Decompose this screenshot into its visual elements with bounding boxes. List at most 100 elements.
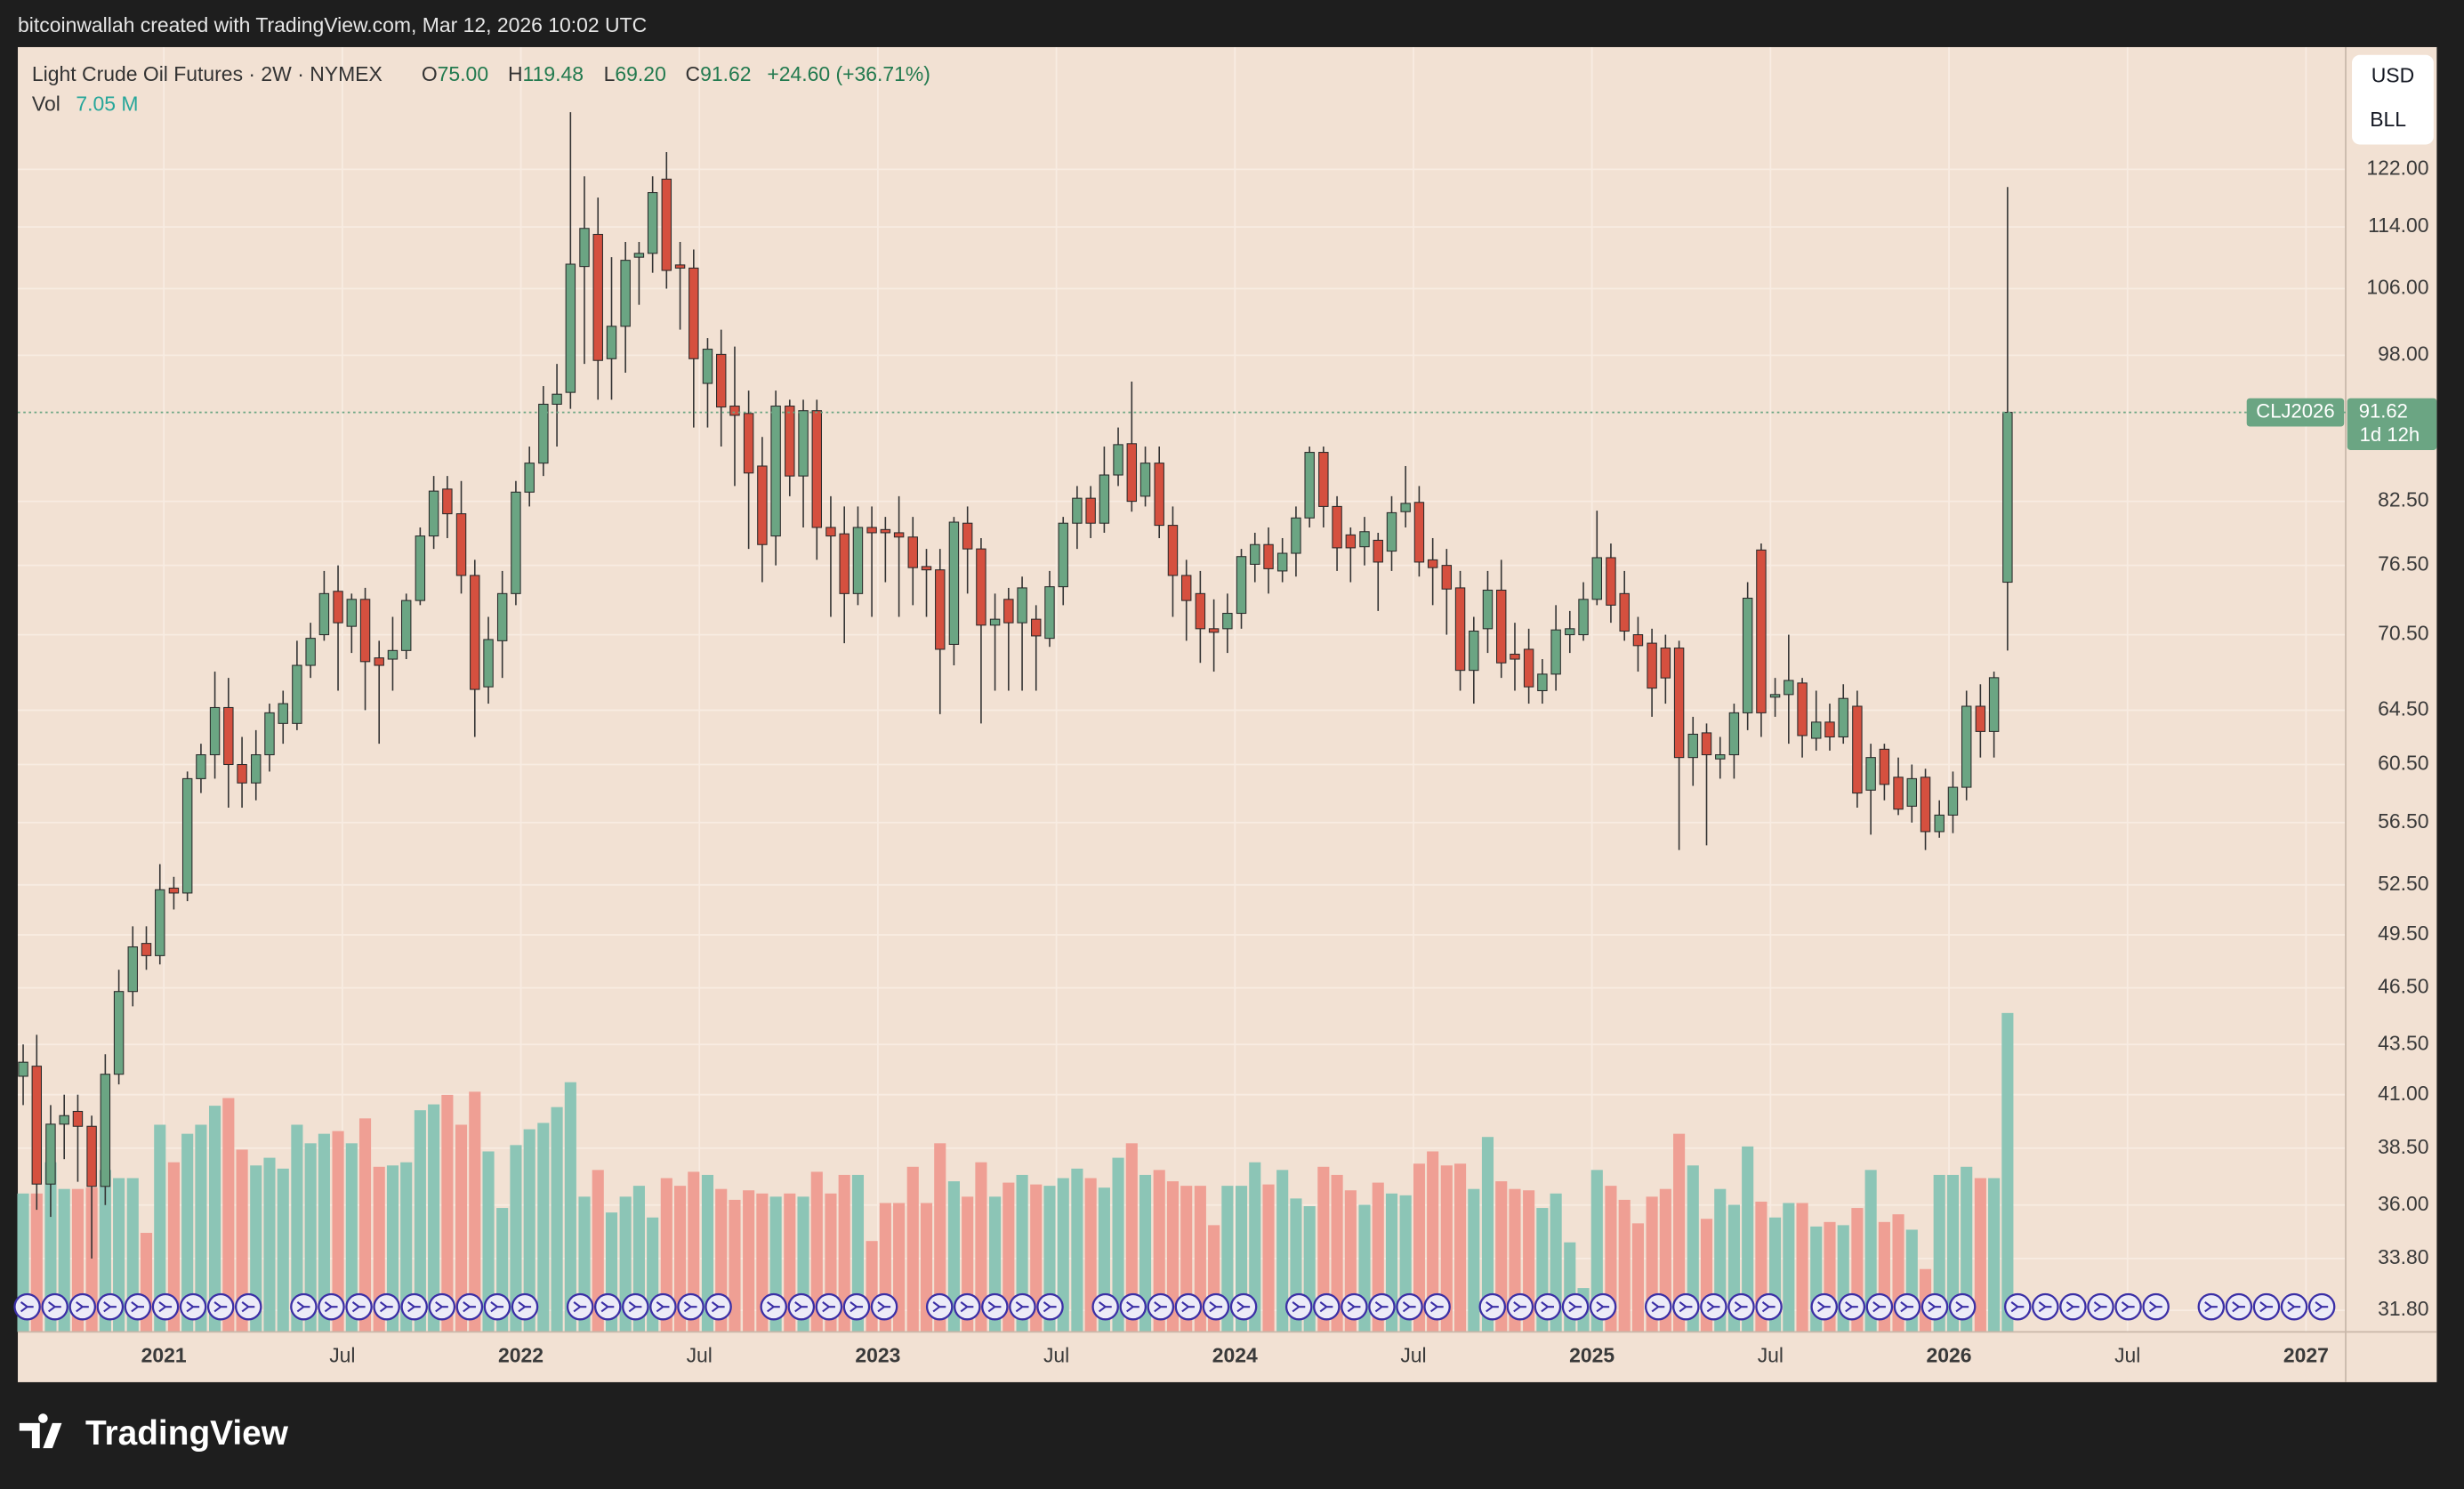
candle-body xyxy=(1276,552,1288,572)
ohlc-item: L69.20 xyxy=(604,62,666,85)
x-tick-label: 2021 xyxy=(141,1344,187,1367)
event-glyph xyxy=(711,1301,725,1313)
candle-body xyxy=(237,763,247,784)
ohlc-value: 75.00 xyxy=(438,62,488,85)
x-tick-label: 2023 xyxy=(855,1344,900,1367)
volume-bar xyxy=(1864,1170,1877,1332)
candle-body xyxy=(1332,505,1342,549)
event-icons xyxy=(13,1292,2336,1321)
candle-body xyxy=(1345,534,1357,549)
volume-bar xyxy=(1249,1162,1261,1332)
volume-bar xyxy=(2001,1012,2014,1332)
candle-body xyxy=(1632,634,1644,647)
volume-bar xyxy=(906,1166,919,1332)
x-tick-label: Jul xyxy=(329,1344,355,1367)
candle-body xyxy=(1742,597,1753,713)
volume-bar xyxy=(1631,1223,1645,1332)
candle-body xyxy=(1250,543,1260,565)
candle-body xyxy=(633,253,645,258)
volume-value: 7.05 M xyxy=(76,92,138,115)
ohlc-key: C xyxy=(685,62,700,85)
event-glyph xyxy=(960,1301,974,1313)
x-tick-label: Jul xyxy=(1758,1344,1784,1367)
event-glyph xyxy=(1541,1301,1554,1313)
candle-body xyxy=(223,706,234,766)
event-glyph xyxy=(186,1301,200,1313)
candle-body xyxy=(470,575,480,690)
volume-bar xyxy=(154,1124,166,1332)
currency[interactable]: USD xyxy=(2371,64,2414,87)
candle-body xyxy=(893,532,905,538)
candle-body xyxy=(757,465,768,545)
y-tick-label: 64.50 xyxy=(2378,696,2428,720)
event-glyph xyxy=(1429,1301,1444,1313)
candle-body xyxy=(1044,586,1055,640)
event-glyph xyxy=(1015,1301,1029,1313)
volume-bar xyxy=(523,1129,535,1332)
event-glyph xyxy=(2038,1301,2052,1313)
volume-bar xyxy=(1454,1163,1467,1332)
candle-body xyxy=(1058,522,1068,588)
volume-bar xyxy=(729,1199,741,1332)
event-glyph xyxy=(2148,1301,2162,1313)
ohlc-key: L xyxy=(604,62,616,85)
candle-body xyxy=(1263,543,1274,569)
candle-body xyxy=(989,618,1001,626)
event-glyph xyxy=(1679,1301,1693,1313)
y-tick-label: 46.50 xyxy=(2378,975,2428,998)
event-glyph xyxy=(2010,1301,2025,1313)
volume-bar xyxy=(743,1190,755,1332)
candle-body xyxy=(661,178,672,271)
candle-body xyxy=(729,406,740,416)
volume-bar xyxy=(1071,1168,1083,1332)
event-glyph xyxy=(518,1301,532,1313)
candle-body xyxy=(141,943,152,956)
volume-bar xyxy=(386,1165,399,1332)
candle-body xyxy=(1291,517,1301,554)
ohlc-item: C91.62 xyxy=(685,62,751,85)
event-glyph xyxy=(1845,1301,1858,1313)
candle-body xyxy=(935,569,946,650)
x-tick-label: Jul xyxy=(1400,1344,1426,1367)
candle-body xyxy=(1961,705,1972,788)
event-glyph xyxy=(1098,1301,1112,1313)
volume-bar xyxy=(1194,1186,1206,1332)
candle-body xyxy=(1565,628,1575,636)
volume-bar xyxy=(1112,1157,1124,1332)
event-glyph xyxy=(435,1301,448,1313)
y-tick-label: 49.50 xyxy=(2378,922,2428,945)
candle-body xyxy=(770,406,781,537)
candle-body xyxy=(251,754,262,784)
candle-body xyxy=(948,521,960,645)
candle-body xyxy=(168,887,180,894)
y-tick-label: 70.50 xyxy=(2378,622,2428,645)
candle-body xyxy=(1975,705,1986,732)
event-glyph xyxy=(47,1301,61,1313)
event-glyph xyxy=(1734,1301,1748,1313)
candle-body xyxy=(1537,673,1548,692)
event-glyph xyxy=(2204,1301,2218,1313)
candle-body xyxy=(606,326,617,359)
event-glyph xyxy=(1402,1301,1416,1313)
candle-body xyxy=(2002,412,2013,584)
event-glyph xyxy=(573,1301,587,1313)
event-glyph xyxy=(1236,1301,1251,1313)
candle-body xyxy=(1441,565,1453,590)
event-glyph xyxy=(1154,1301,1167,1313)
candle-body xyxy=(1756,549,1767,713)
volume-bar xyxy=(688,1171,700,1332)
candle-body xyxy=(1852,705,1863,794)
volume-bar xyxy=(332,1131,344,1332)
event-glyph xyxy=(103,1301,117,1313)
candle-body xyxy=(346,599,358,627)
unit[interactable]: BLL xyxy=(2370,108,2406,131)
candle-body xyxy=(1085,497,1096,524)
candle-body xyxy=(1893,777,1904,810)
candle-body xyxy=(511,491,521,594)
volume-bar xyxy=(1030,1184,1043,1332)
candle-body xyxy=(1550,629,1561,675)
currency-box[interactable] xyxy=(2352,54,2434,145)
candle-body xyxy=(1126,443,1138,503)
y-tick-label: 36.00 xyxy=(2378,1192,2428,1215)
candle-body xyxy=(1017,587,1027,624)
